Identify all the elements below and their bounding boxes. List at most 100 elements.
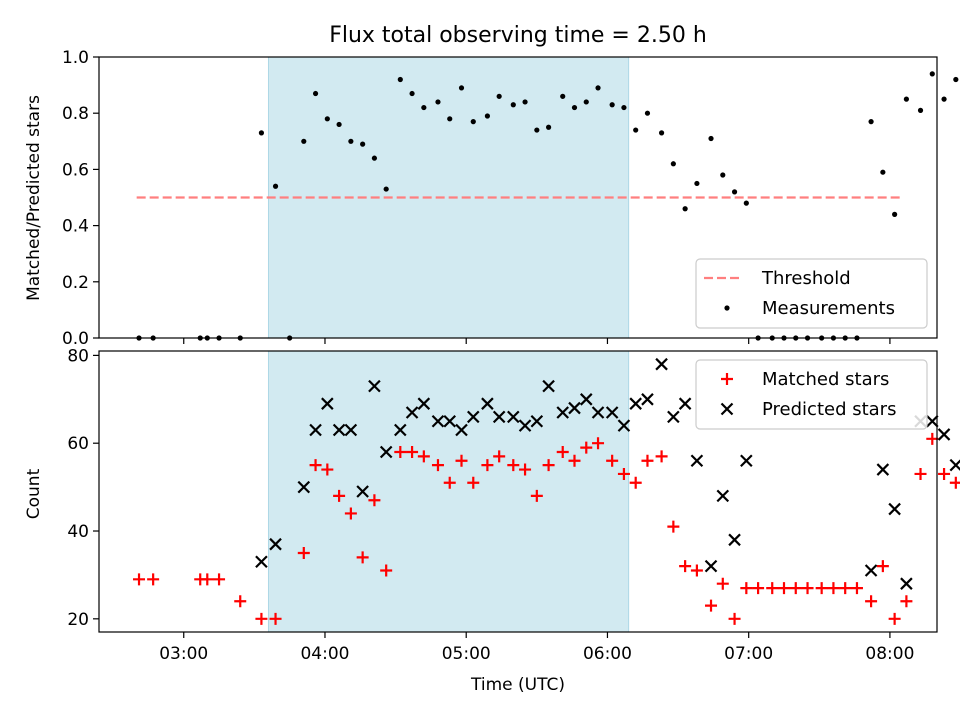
bottom-axes-frame xyxy=(98,350,938,633)
data-point xyxy=(926,414,939,428)
data-point xyxy=(380,564,393,577)
data-point xyxy=(147,573,160,586)
data-point xyxy=(348,138,354,144)
data-point xyxy=(595,85,601,91)
data-point xyxy=(368,379,381,393)
data-point xyxy=(690,454,704,468)
data-point xyxy=(903,96,909,102)
data-point xyxy=(690,564,703,577)
data-point xyxy=(708,135,714,142)
data-point xyxy=(633,127,639,133)
x-axis-label: Time (UTC) xyxy=(470,675,565,695)
data-point xyxy=(455,423,468,437)
data-point xyxy=(694,180,700,187)
top-y-tick-label: 0.0 xyxy=(62,329,89,349)
data-point xyxy=(481,397,494,410)
data-point xyxy=(417,450,430,463)
data-point xyxy=(591,406,605,419)
data-point xyxy=(658,130,665,136)
data-point xyxy=(876,560,889,573)
data-point xyxy=(333,489,346,502)
data-point xyxy=(949,458,960,472)
data-point xyxy=(888,502,901,516)
data-point xyxy=(332,423,346,437)
data-point xyxy=(815,582,828,595)
data-point xyxy=(949,476,960,489)
data-point xyxy=(360,141,366,147)
data-point xyxy=(546,124,552,130)
data-point xyxy=(617,419,631,432)
data-point xyxy=(272,183,279,189)
data-point xyxy=(766,582,779,595)
data-point xyxy=(234,595,247,608)
data-point xyxy=(309,459,322,472)
data-point xyxy=(431,459,444,472)
top-legend-marker xyxy=(724,305,730,311)
x-tick-label: 05:00 xyxy=(442,644,491,664)
data-point xyxy=(606,454,619,467)
data-point xyxy=(678,397,692,410)
data-point xyxy=(458,85,465,91)
data-point xyxy=(493,450,506,463)
data-point xyxy=(321,397,334,410)
bottom-legend-marker xyxy=(720,402,734,416)
bottom-y-tick-label: 20 xyxy=(67,610,89,630)
data-point xyxy=(580,441,593,454)
data-point xyxy=(583,99,589,105)
data-point xyxy=(731,189,738,195)
bottom-series-predicted-stars xyxy=(255,357,960,590)
data-point xyxy=(789,582,802,595)
data-point xyxy=(953,76,959,83)
data-point xyxy=(297,480,311,494)
data-point xyxy=(670,161,676,167)
data-point xyxy=(777,582,790,595)
data-point xyxy=(542,379,555,393)
data-point xyxy=(679,560,692,573)
data-point xyxy=(571,104,578,111)
data-point xyxy=(743,200,749,206)
top-y-tick-label: 0.6 xyxy=(62,160,89,180)
data-point xyxy=(641,393,654,406)
data-point xyxy=(850,582,863,595)
data-point xyxy=(568,401,581,415)
data-point xyxy=(492,410,506,424)
top-y-tick-label: 1.0 xyxy=(62,48,89,68)
data-point xyxy=(720,172,726,178)
data-point xyxy=(621,104,627,111)
figure-title: Flux total observing time = 2.50 h xyxy=(329,23,707,48)
data-point xyxy=(868,119,874,125)
data-point xyxy=(443,476,456,489)
data-point xyxy=(667,520,680,533)
data-point xyxy=(929,71,935,77)
data-point xyxy=(629,397,642,410)
data-point xyxy=(568,454,581,467)
data-point xyxy=(716,489,730,503)
data-point xyxy=(394,423,407,437)
data-point xyxy=(865,595,878,608)
data-point xyxy=(406,445,419,458)
data-point xyxy=(421,104,427,111)
data-point xyxy=(556,445,569,458)
x-tick-label: 06:00 xyxy=(583,644,632,664)
data-point xyxy=(255,555,268,569)
data-point xyxy=(941,96,947,102)
data-point xyxy=(466,410,480,424)
data-point xyxy=(728,612,741,625)
data-point xyxy=(356,551,369,564)
data-point xyxy=(435,99,441,105)
data-point xyxy=(344,507,357,520)
data-point xyxy=(752,582,765,595)
data-point xyxy=(629,476,642,489)
data-point xyxy=(417,397,431,410)
data-point xyxy=(356,485,369,498)
data-point xyxy=(409,90,415,97)
data-point xyxy=(644,110,651,116)
data-point xyxy=(530,414,544,428)
data-point xyxy=(705,599,718,612)
bottom-legend-label: Matched stars xyxy=(762,369,889,390)
bottom-y-tick-label: 80 xyxy=(67,346,89,366)
bottom-y-axis-label: Count xyxy=(24,468,44,519)
data-point xyxy=(560,93,566,99)
data-point xyxy=(914,467,927,480)
